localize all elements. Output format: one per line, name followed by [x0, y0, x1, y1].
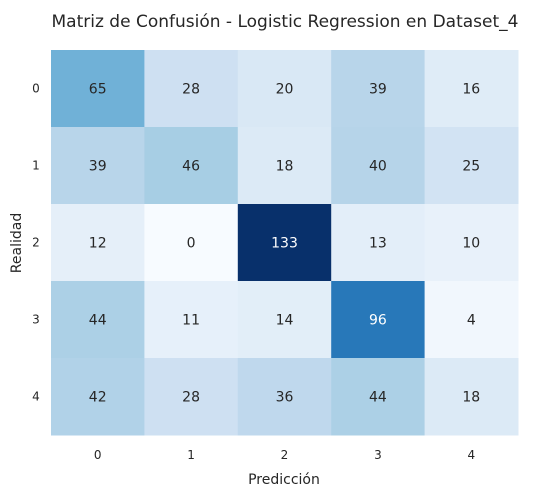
- y-tick-label-3: 3: [32, 313, 40, 327]
- heatmap-cell-1-1: [144, 127, 239, 205]
- heatmap-cell-2-4: [424, 204, 519, 282]
- heatmap-cell-4-2: [237, 358, 332, 436]
- chart-title: Matriz de Confusión - Logistic Regressio…: [52, 12, 519, 32]
- cell-value-0-4: 16: [462, 82, 480, 98]
- heatmap-cell-0-2: [237, 50, 332, 128]
- heatmap-cell-1-2: [237, 127, 332, 205]
- cell-value-3-2: 14: [276, 313, 294, 329]
- heatmap-cell-2-1: [144, 204, 239, 282]
- y-tick-label-4: 4: [32, 390, 40, 404]
- cell-value-1-4: 25: [462, 159, 480, 175]
- heatmap-cell-1-0: [51, 127, 145, 205]
- cell-value-1-1: 46: [182, 159, 200, 175]
- cell-value-1-0: 39: [89, 159, 107, 175]
- cell-value-3-0: 44: [89, 313, 107, 329]
- x-tick-label-3: 3: [374, 448, 382, 462]
- heatmap-cell-3-0: [51, 281, 145, 359]
- x-tick-label-1: 1: [187, 448, 195, 462]
- cell-value-4-0: 42: [89, 390, 107, 406]
- x-tick-label-4: 4: [467, 448, 475, 462]
- cell-value-2-1: 0: [187, 236, 196, 252]
- cell-value-2-4: 10: [462, 236, 480, 252]
- heatmap-cell-3-2: [237, 281, 332, 359]
- x-axis-ticks: 0 1 2 3 4: [94, 448, 475, 462]
- x-axis-label: Predicción: [248, 472, 320, 488]
- heatmap-cells: [51, 50, 519, 436]
- heatmap-cell-3-4: [424, 281, 519, 359]
- cell-value-2-2: 133: [271, 236, 298, 252]
- heatmap-cell-4-1: [144, 358, 239, 436]
- heatmap-cell-2-2: [237, 204, 332, 282]
- cell-value-4-1: 28: [182, 390, 200, 406]
- cell-value-0-0: 65: [89, 82, 107, 98]
- cell-value-0-3: 39: [369, 82, 387, 98]
- y-tick-label-0: 0: [32, 82, 40, 96]
- cell-value-4-3: 44: [369, 390, 387, 406]
- heatmap-cell-4-3: [331, 358, 426, 436]
- cell-value-2-0: 12: [89, 236, 107, 252]
- y-axis-ticks: 0 1 2 3 4: [32, 82, 40, 404]
- heatmap-cell-2-0: [51, 204, 145, 282]
- heatmap-cell-1-4: [424, 127, 519, 205]
- y-tick-label-1: 1: [32, 159, 40, 173]
- x-tick-label-0: 0: [94, 448, 102, 462]
- heatmap-cell-4-4: [424, 358, 519, 436]
- heatmap-cell-3-3: [331, 281, 426, 359]
- heatmap-cell-0-4: [424, 50, 519, 128]
- x-tick-label-2: 2: [281, 448, 289, 462]
- y-tick-label-2: 2: [32, 236, 40, 250]
- heatmap-cell-0-1: [144, 50, 239, 128]
- heatmap-cell-3-1: [144, 281, 239, 359]
- heatmap-cell-0-3: [331, 50, 426, 128]
- cell-value-3-3: 96: [369, 313, 387, 329]
- cell-value-1-2: 18: [276, 159, 294, 175]
- cell-value-2-3: 13: [369, 236, 387, 252]
- heatmap-cell-1-3: [331, 127, 426, 205]
- cell-value-1-3: 40: [369, 159, 387, 175]
- cell-value-3-1: 11: [182, 313, 200, 329]
- cell-value-0-1: 28: [182, 82, 200, 98]
- cell-value-3-4: 4: [467, 313, 476, 329]
- y-axis-label: Realidad: [9, 213, 25, 273]
- cell-value-0-2: 20: [276, 82, 294, 98]
- heatmap-cell-4-0: [51, 358, 145, 436]
- heatmap-cell-2-3: [331, 204, 426, 282]
- heatmap-cell-0-0: [51, 50, 145, 128]
- cell-value-4-4: 18: [462, 390, 480, 406]
- cell-value-4-2: 36: [276, 390, 294, 406]
